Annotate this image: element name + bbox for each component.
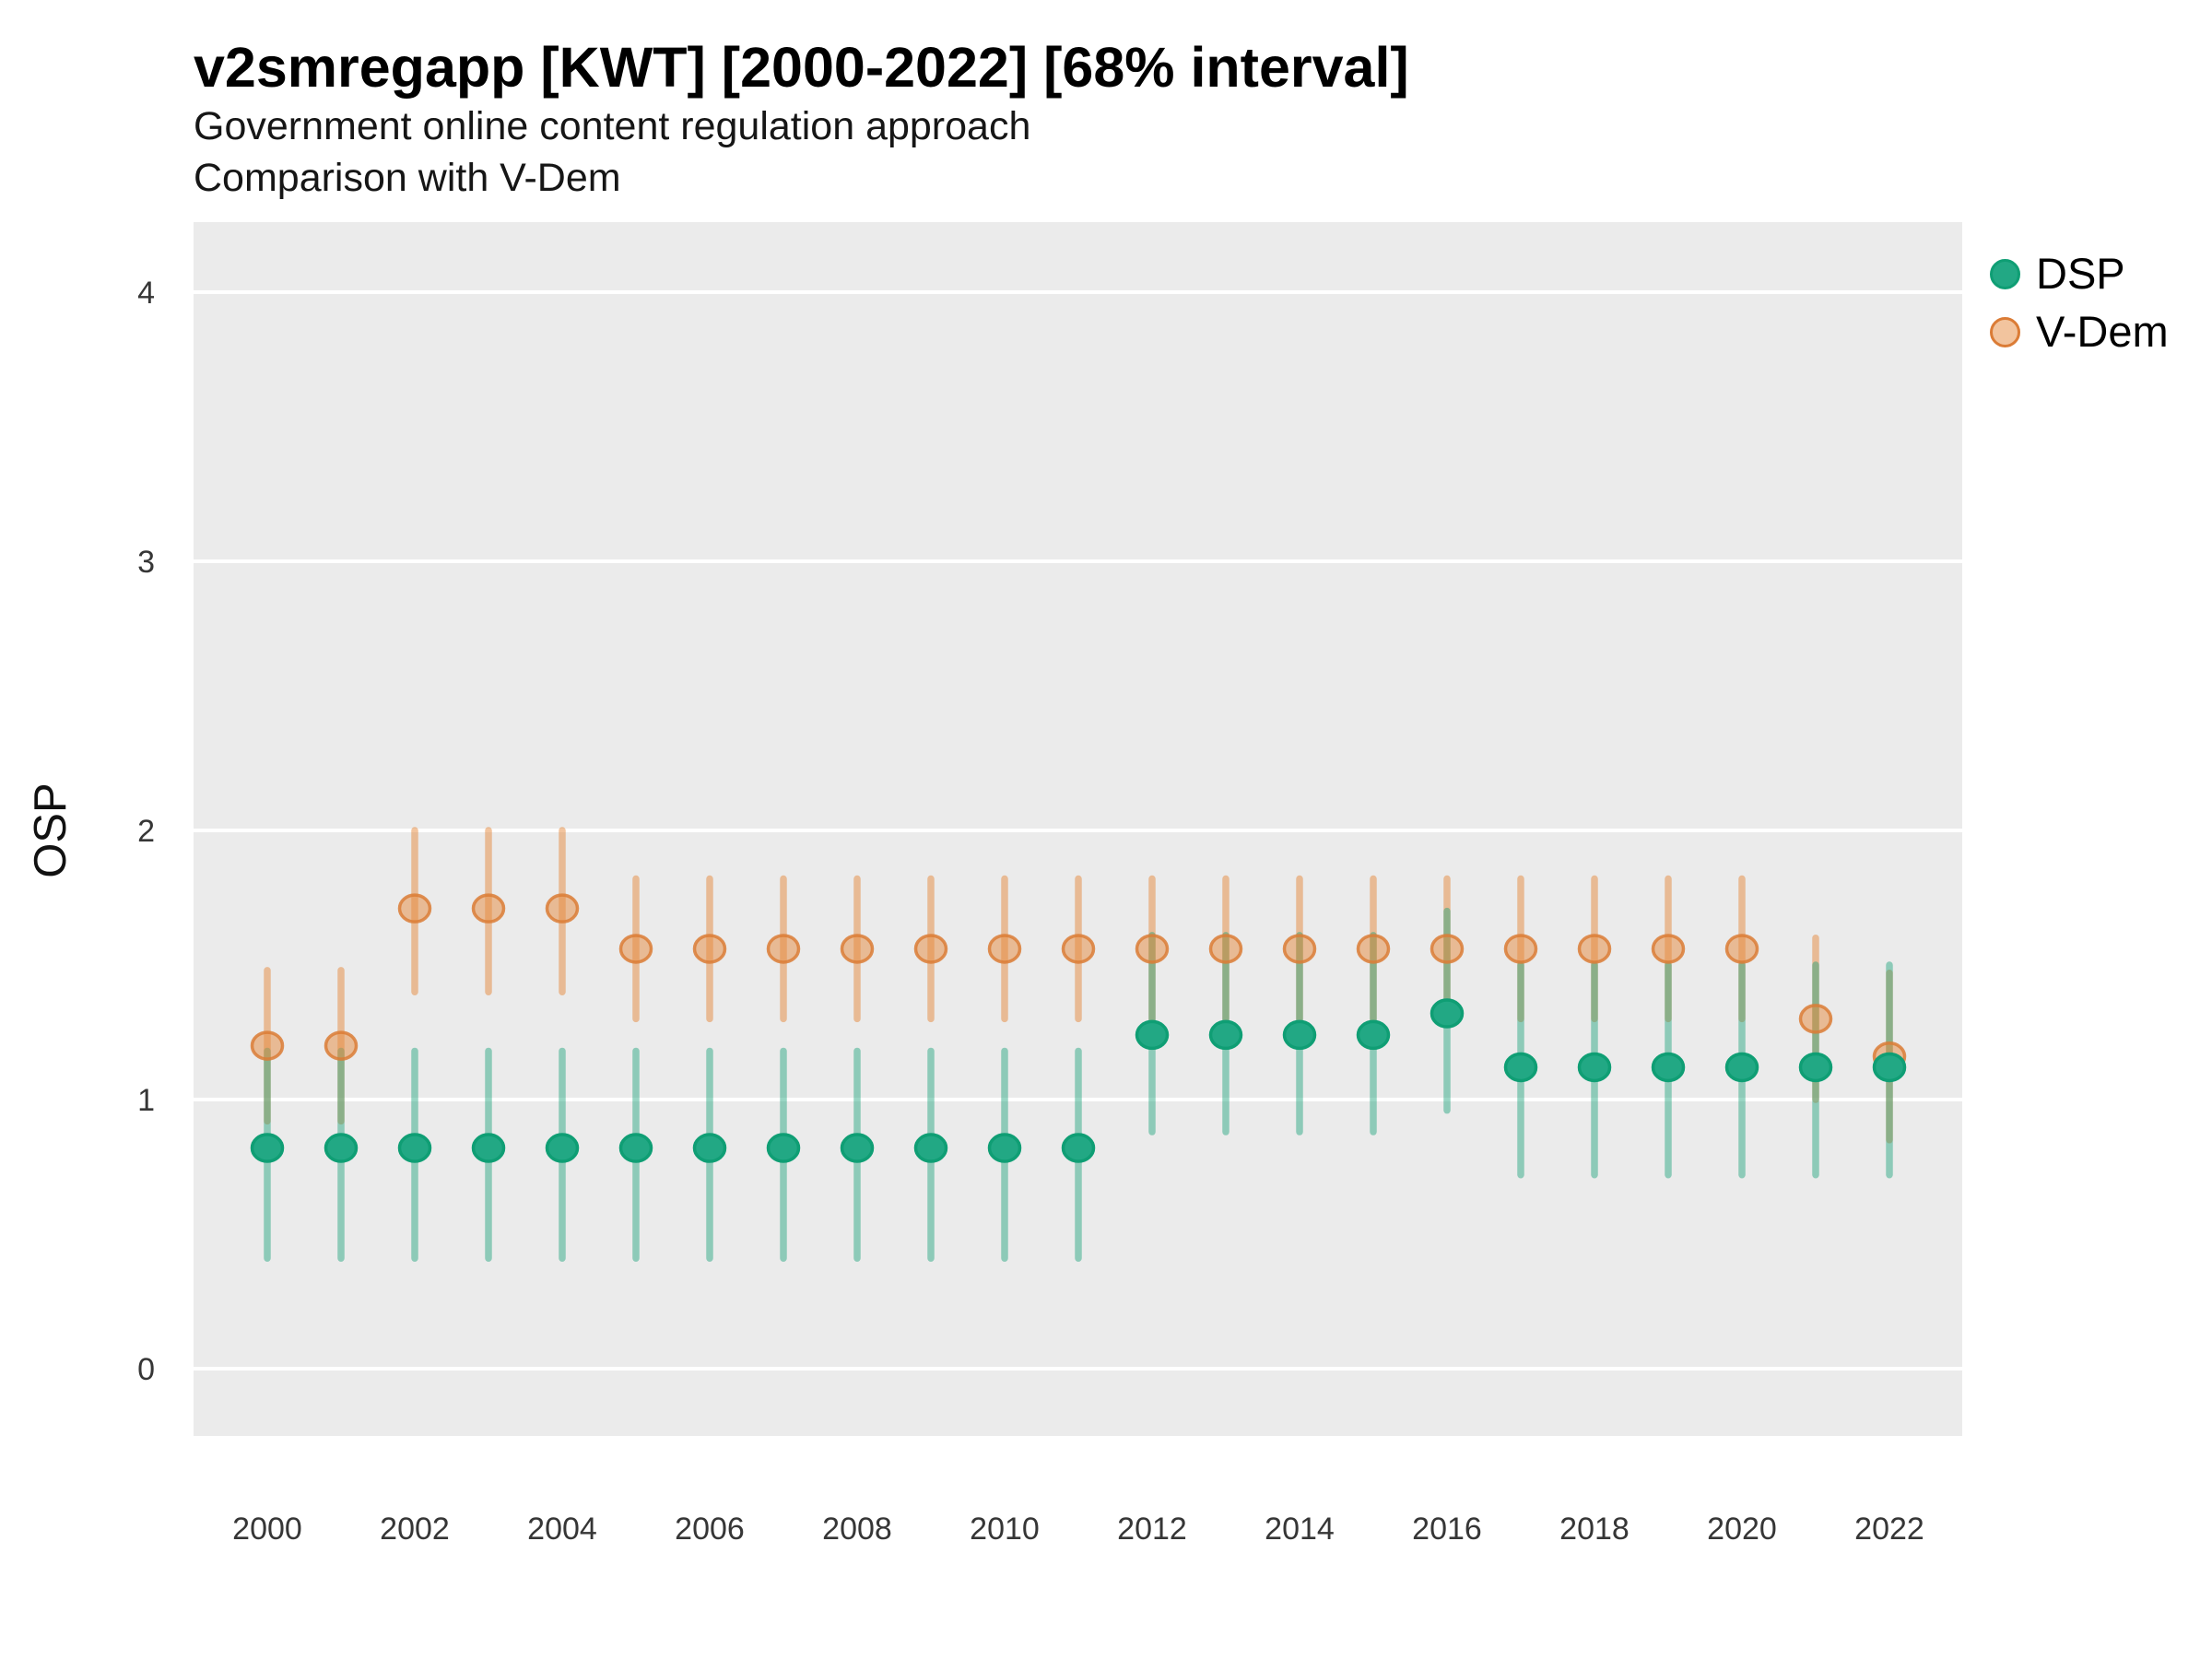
dsp-point-2004 — [545, 1133, 580, 1163]
legend-item-vdem: V-Dem — [1990, 309, 2169, 355]
chart-subtitle-line2: Comparison with V-Dem — [194, 156, 621, 200]
dsp-point-2016 — [1430, 998, 1465, 1029]
v-dem-point-2002 — [397, 893, 432, 924]
x-tick-2016: 2016 — [1412, 1512, 1482, 1547]
v-dem-point-2015 — [1356, 934, 1391, 964]
v-dem-point-2014 — [1282, 934, 1317, 964]
v-dem-point-2007 — [766, 934, 801, 964]
v-dem-point-2019 — [1651, 934, 1686, 964]
dsp-point-2005 — [618, 1133, 653, 1163]
legend-item-dsp: DSP — [1990, 251, 2169, 297]
y-tick-3: 3 — [137, 545, 155, 580]
dsp-point-2013 — [1208, 1019, 1243, 1051]
dsp-point-2018 — [1577, 1052, 1612, 1083]
legend-label-dsp: DSP — [2036, 249, 2125, 298]
v-dem-point-2017 — [1503, 934, 1538, 964]
v-dem-point-2012 — [1135, 934, 1170, 964]
x-tick-2000: 2000 — [232, 1512, 302, 1547]
legend: DSP V-Dem — [1990, 251, 2169, 355]
chart-title: v2smregapp [KWT] [2000-2022] [68% interv… — [194, 36, 1409, 99]
dsp-point-2001 — [324, 1133, 359, 1163]
dsp-point-2019 — [1651, 1052, 1686, 1083]
dsp-point-2015 — [1356, 1019, 1391, 1051]
dsp-point-2022 — [1872, 1052, 1907, 1083]
dsp-point-2002 — [397, 1133, 432, 1163]
v-dem-point-2005 — [618, 934, 653, 964]
x-tick-2006: 2006 — [675, 1512, 745, 1547]
dsp-point-2008 — [840, 1133, 875, 1163]
v-dem-point-2004 — [545, 893, 580, 924]
v-dem-point-2001 — [324, 1030, 359, 1061]
y-tick-4: 4 — [137, 276, 155, 311]
dsp-point-2020 — [1724, 1052, 1759, 1083]
x-tick-2022: 2022 — [1854, 1512, 1924, 1547]
x-tick-2018: 2018 — [1559, 1512, 1630, 1547]
dsp-point-2010 — [987, 1133, 1022, 1163]
x-tick-2008: 2008 — [822, 1512, 892, 1547]
chart-subtitle-line1: Government online content regulation app… — [194, 104, 1031, 148]
dsp-point-2006 — [692, 1133, 727, 1163]
v-dem-point-2000 — [250, 1030, 285, 1061]
v-dem-point-2011 — [1061, 934, 1096, 964]
dsp-point-2012 — [1135, 1019, 1170, 1051]
v-dem-point-2009 — [913, 934, 948, 964]
dsp-point-2007 — [766, 1133, 801, 1163]
x-tick-2002: 2002 — [380, 1512, 450, 1547]
v-dem-point-2021 — [1798, 1004, 1833, 1034]
dsp-point-2011 — [1061, 1133, 1096, 1163]
dsp-point-2014 — [1282, 1019, 1317, 1051]
x-tick-2014: 2014 — [1265, 1512, 1335, 1547]
dsp-point-2021 — [1798, 1052, 1833, 1083]
v-dem-point-2016 — [1430, 934, 1465, 964]
dsp-point-2000 — [250, 1133, 285, 1163]
v-dem-point-2018 — [1577, 934, 1612, 964]
y-tick-2: 2 — [137, 814, 155, 849]
v-dem-point-2008 — [840, 934, 875, 964]
v-dem-point-2010 — [987, 934, 1022, 964]
legend-label-vdem: V-Dem — [2036, 307, 2169, 356]
dsp-point-2017 — [1503, 1052, 1538, 1083]
v-dem-point-2020 — [1724, 934, 1759, 964]
legend-key-vdem-icon — [1990, 316, 2020, 347]
dsp-point-2009 — [913, 1133, 948, 1163]
legend-key-dsp-icon — [1990, 258, 2020, 289]
y-tick-0: 0 — [137, 1352, 155, 1387]
y-tick-1: 1 — [137, 1083, 155, 1118]
x-tick-2020: 2020 — [1707, 1512, 1777, 1547]
x-tick-2004: 2004 — [527, 1512, 597, 1547]
x-tick-2010: 2010 — [970, 1512, 1040, 1547]
v-dem-point-2006 — [692, 934, 727, 964]
dsp-point-2003 — [471, 1133, 506, 1163]
v-dem-point-2003 — [471, 893, 506, 924]
x-tick-2012: 2012 — [1117, 1512, 1187, 1547]
v-dem-point-2013 — [1208, 934, 1243, 964]
